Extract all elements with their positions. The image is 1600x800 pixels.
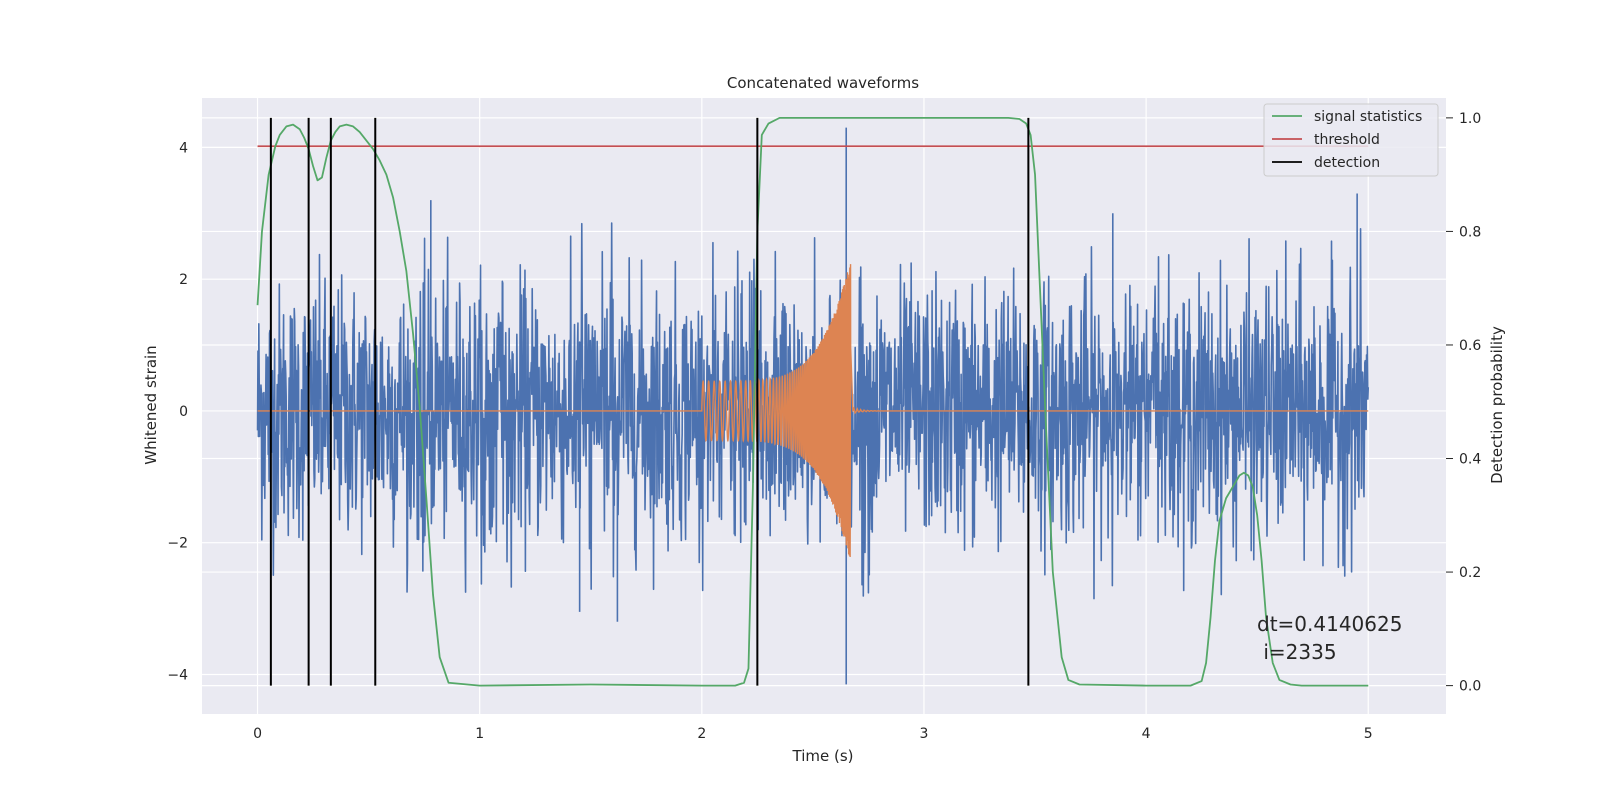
- y-axis-ticks: −4 −2 0 2 4: [167, 140, 188, 683]
- annotation-dt: dt=0.4140625: [1257, 612, 1402, 636]
- x-tick-label: 4: [1142, 726, 1151, 742]
- y-tick-label: −4: [167, 667, 188, 683]
- y-tick-label: 4: [179, 140, 188, 156]
- x-tick-label: 1: [475, 726, 484, 742]
- legend-frame: [1263, 103, 1439, 177]
- y2-axis-label: Detection probability: [1488, 326, 1506, 484]
- legend: signal statistics threshold detection: [1263, 103, 1439, 177]
- y-tick-label: −2: [167, 536, 188, 552]
- chart-title: Concatenated waveforms: [727, 74, 919, 92]
- y2-tick-label: 1.0: [1459, 111, 1481, 127]
- strain-line: [256, 127, 1370, 685]
- y2-axis-ticks: 0.0 0.2 0.4 0.6 0.8 1.0: [1446, 111, 1481, 695]
- strain-series: [256, 127, 1370, 685]
- y2-tick-label: 0.2: [1459, 565, 1481, 581]
- waveform-series: [257, 264, 1369, 557]
- signal-statistics-line: [256, 116, 1369, 687]
- y2-tick-label: 0.6: [1459, 338, 1481, 354]
- y-axis-label: Whitened strain: [142, 345, 160, 464]
- y2-tick-label: 0.0: [1459, 679, 1481, 695]
- legend-label-detection: detection: [1314, 155, 1380, 171]
- detection-series: [269, 117, 1030, 686]
- legend-label-signal-statistics: signal statistics: [1314, 109, 1422, 125]
- x-tick-label: 2: [697, 726, 706, 742]
- y2-tick-label: 0.8: [1459, 224, 1481, 240]
- x-tick-label: 3: [920, 726, 929, 742]
- annotation-i: i=2335: [1257, 640, 1337, 664]
- x-axis-label: Time (s): [792, 747, 854, 765]
- y-tick-label: 2: [179, 272, 188, 288]
- waveform-line: [257, 264, 1369, 557]
- x-tick-label: 0: [253, 726, 262, 742]
- signal-statistics-series: [256, 116, 1369, 687]
- x-axis-ticks: 0 1 2 3 4 5: [253, 726, 1373, 742]
- x-tick-label: 5: [1364, 726, 1373, 742]
- legend-label-threshold: threshold: [1314, 132, 1380, 148]
- y-tick-label: 0: [179, 404, 188, 420]
- y2-tick-label: 0.4: [1459, 452, 1481, 468]
